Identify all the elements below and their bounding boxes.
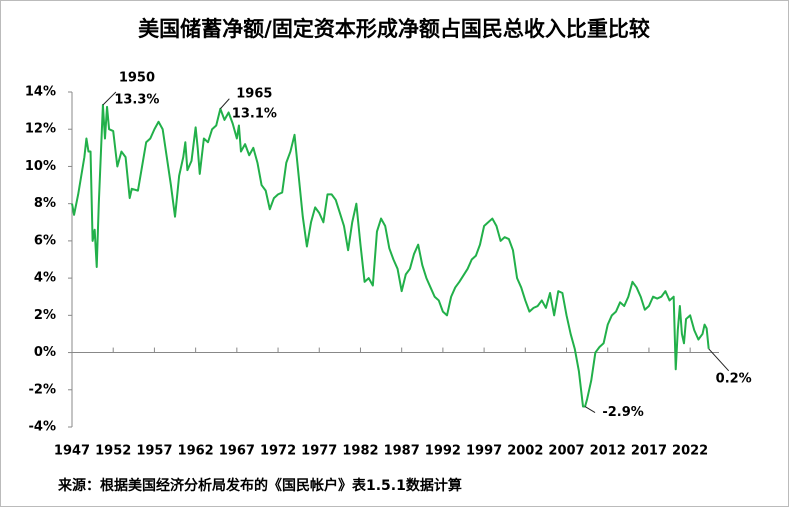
chart-title: 美国储蓄净额/固定资本形成净额占国民总收入比重比较 [138,17,650,41]
source-note: 来源：根据美国经济分析局发布的《国民帐户》表1.5.1数据计算 [57,477,462,494]
data-line [71,104,710,408]
annotation-leader [219,98,230,110]
annotation-year: 1965 [236,86,272,101]
y-tick-label: 2% [34,308,56,323]
x-tick-label: 1962 [178,444,214,459]
y-tick-label: 10% [25,159,56,174]
y-tick-label: -4% [29,420,56,435]
x-tick-label: 2002 [507,444,543,459]
x-tick-label: 1947 [54,444,90,459]
x-tick-label: 1957 [136,444,172,459]
y-tick-label: -2% [29,382,56,397]
x-tick-label: 2022 [672,444,708,459]
y-tick-label: 8% [34,196,56,211]
annotation-value: -2.9% [602,405,643,420]
annotation-leader [102,91,117,106]
annotation-year: 1950 [119,71,155,86]
x-tick-label: 2017 [631,444,667,459]
annotation-value: 13.1% [232,106,277,121]
x-tick-label: 2012 [590,444,626,459]
annotation-leader [708,348,730,372]
x-tick-label: 1992 [425,444,461,459]
x-tick-label: 1977 [301,444,337,459]
x-tick-label: 1972 [260,444,296,459]
x-tick-label: 1967 [219,444,255,459]
y-tick-label: 0% [34,345,56,360]
x-tick-label: 1997 [466,444,502,459]
x-tick-label: 2007 [548,444,584,459]
annotation-value: 0.2% [716,371,752,386]
x-tick-label: 1952 [95,444,131,459]
y-tick-label: 4% [34,271,56,286]
x-tick-label: 1982 [342,444,378,459]
y-tick-label: 6% [34,233,56,248]
y-tick-label: 14% [25,85,56,100]
annotation-leader [584,406,596,413]
x-tick-label: 1987 [384,444,420,459]
annotation-value: 13.3% [114,93,159,108]
y-tick-label: 12% [25,122,56,137]
